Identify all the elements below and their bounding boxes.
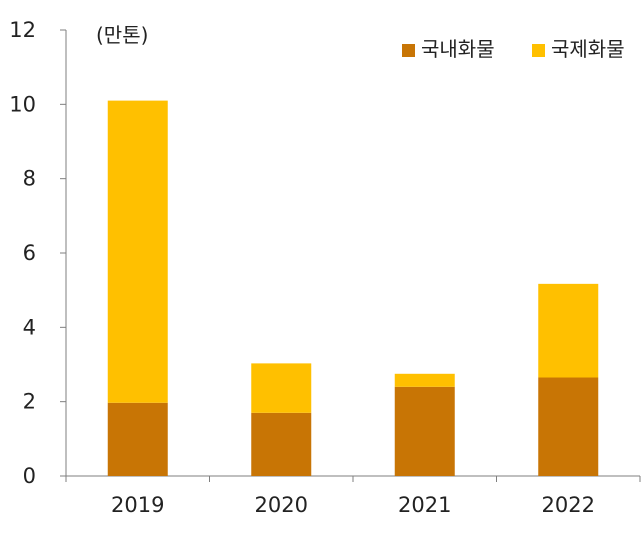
y-tick-label: 10 bbox=[9, 92, 36, 116]
x-tick-label: 2019 bbox=[111, 493, 164, 517]
bar-segment bbox=[394, 386, 455, 476]
legend-label: 국제화물 bbox=[551, 37, 625, 61]
x-tick-label: 2020 bbox=[255, 493, 308, 517]
bar-segment bbox=[251, 363, 312, 413]
bar-segment bbox=[538, 283, 599, 378]
y-tick-label: 2 bbox=[23, 390, 36, 414]
legend: 국내화물 국제화물 bbox=[402, 37, 625, 61]
x-tick-label: 2021 bbox=[398, 493, 451, 517]
x-axis: 2019 2020 2021 2022 bbox=[65, 475, 641, 517]
bar-segment bbox=[394, 373, 455, 387]
bar-segment bbox=[107, 100, 168, 403]
bars bbox=[107, 100, 599, 476]
bar-segment bbox=[538, 377, 599, 476]
bar-segment bbox=[251, 412, 312, 476]
y-tick-label: 4 bbox=[23, 315, 36, 339]
legend-swatch bbox=[532, 44, 545, 57]
y-tick-label: 0 bbox=[23, 464, 36, 488]
bar-segment bbox=[107, 402, 168, 476]
y-tick-label: 6 bbox=[23, 241, 36, 265]
legend-label: 국내화물 bbox=[421, 37, 495, 61]
y-tick-label: 8 bbox=[23, 167, 36, 191]
y-axis: 0 2 4 6 8 10 12 bbox=[9, 18, 67, 488]
y-tick-label: 12 bbox=[9, 18, 36, 42]
y-unit-label: (만톤) bbox=[96, 23, 148, 47]
x-tick-label: 2022 bbox=[542, 493, 595, 517]
legend-swatch bbox=[402, 44, 415, 57]
